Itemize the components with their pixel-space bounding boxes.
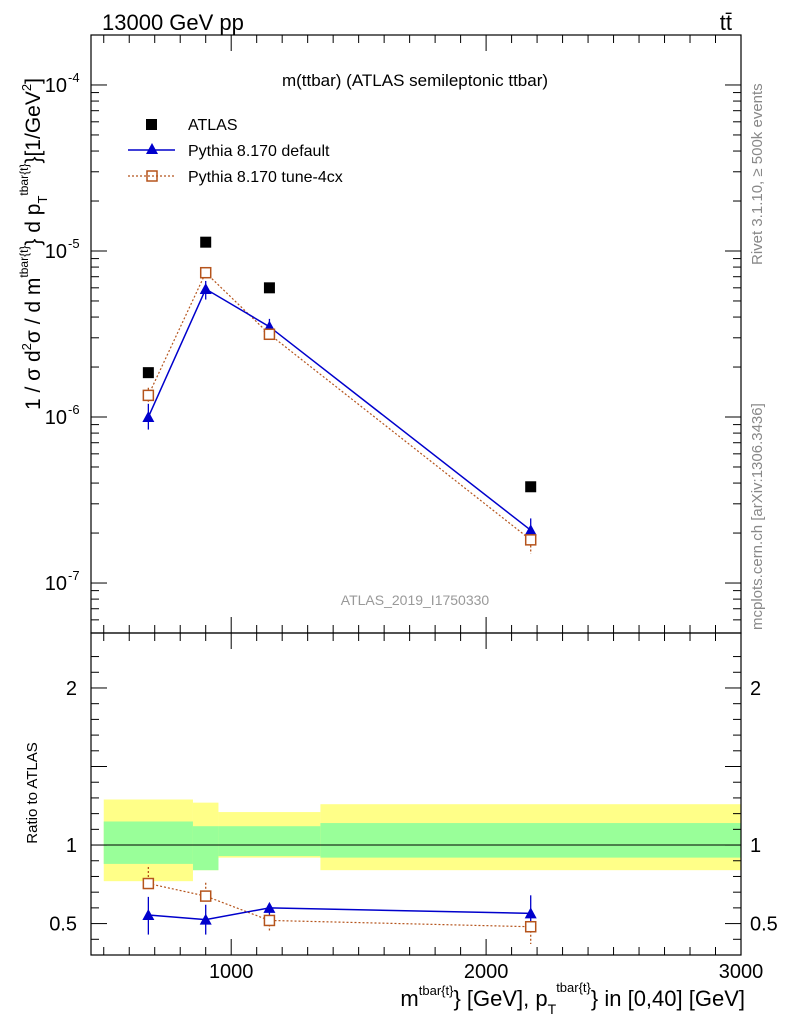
mcplots-label: mcplots.cern.ch [arXiv:1306.3436] [749, 403, 766, 630]
ratio-plot-panel: 1000 2000 3000 0.5 0.5 1 1 2 2 [49, 632, 778, 983]
legend-tune-marker [146, 170, 158, 182]
main-ytick-label-exponent: -4 [68, 70, 80, 85]
ratio-band-inner-0 [103, 821, 193, 864]
main-tune-line [147, 271, 532, 541]
main-ytick-label-exponent: -5 [68, 236, 80, 251]
main-ylabel: 1 / σ d2σ / d mtbar{t}} d pTtbar{t}}[1/G… [17, 78, 50, 410]
ratio-tune-line [148, 882, 531, 928]
main-tune-point [524, 534, 537, 546]
ratio-xtick-label: 1000 [209, 961, 254, 983]
legend-atlas-marker [146, 119, 157, 130]
main-tune-point [142, 389, 155, 402]
ratio-xtick-label: 3000 [719, 961, 764, 983]
xlabel: mtbar{t}} [GeV], pTtbar{t}} in [0,40] [G… [400, 980, 745, 1017]
main-atlas-point [142, 367, 154, 379]
ratio-ytick-label: 0.5 [49, 914, 77, 936]
ratio-ytick-label-right: 2 [750, 678, 761, 700]
ratio-default-point [199, 913, 212, 925]
process-label: tt̄ [720, 10, 732, 35]
main-ytick-label: 10 [45, 241, 67, 263]
main-atlas-point [263, 282, 275, 294]
main-default-line [147, 287, 532, 531]
ratio-default-point [524, 907, 537, 919]
ratio-frame [90, 632, 742, 956]
main-ytick-label: 10 [45, 75, 67, 97]
ratio-band-inner-2 [218, 826, 321, 857]
ratio-ytick-label-right: 1 [750, 835, 761, 857]
main-default-point [142, 411, 155, 423]
legend: ATLAS Pythia 8.170 default Pythia 8.170 … [128, 117, 343, 186]
ratio-ytick-label: 2 [66, 678, 77, 700]
main-atlas-point [525, 481, 537, 493]
ratio-ytick-label-right: 0.5 [750, 914, 778, 936]
main-ytick-label-exponent: -7 [68, 568, 80, 583]
main-ytick-label: 10 [45, 407, 67, 429]
ratio-ytick-label: 1 [66, 835, 77, 857]
ratio-default-point [263, 901, 276, 913]
main-ytick-label-exponent: -6 [68, 402, 80, 417]
legend-default-label: Pythia 8.170 default [188, 143, 330, 160]
main-plot-panel: 10-710-610-510-4 [45, 34, 742, 634]
analysis-id: ATLAS_2019_I1750330 [341, 592, 490, 608]
ratio-tune-point [524, 920, 537, 933]
plot-title: m(ttbar) (ATLAS semileptonic ttbar) [282, 71, 548, 90]
legend-atlas-label: ATLAS [188, 117, 238, 134]
ratio-xtick-label: 2000 [464, 961, 509, 983]
ratio-band-inner-1 [192, 826, 219, 871]
ratio-tune-point [199, 890, 212, 902]
ratio-default-line [148, 907, 531, 921]
main-default-point [524, 524, 537, 536]
ratio-tune-point [263, 914, 276, 927]
main-ytick-label: 10 [45, 573, 67, 595]
energy-label: 13000 GeV pp [102, 10, 244, 35]
ratio-tune-point [142, 877, 155, 890]
legend-default-marker [146, 143, 158, 154]
main-tune-point [263, 328, 276, 341]
legend-tune-label: Pythia 8.170 tune-4cx [188, 169, 343, 186]
ratio-default-point [142, 908, 155, 920]
rivet-label: Rivet 3.1.10, ≥ 500k events [749, 83, 766, 265]
main-default-point [199, 283, 212, 295]
main-atlas-point [200, 236, 212, 248]
ratio-ylabel: Ratio to ATLAS [24, 742, 41, 843]
main-tune-point [199, 266, 212, 279]
ratio-band-inner-3 [320, 823, 741, 858]
